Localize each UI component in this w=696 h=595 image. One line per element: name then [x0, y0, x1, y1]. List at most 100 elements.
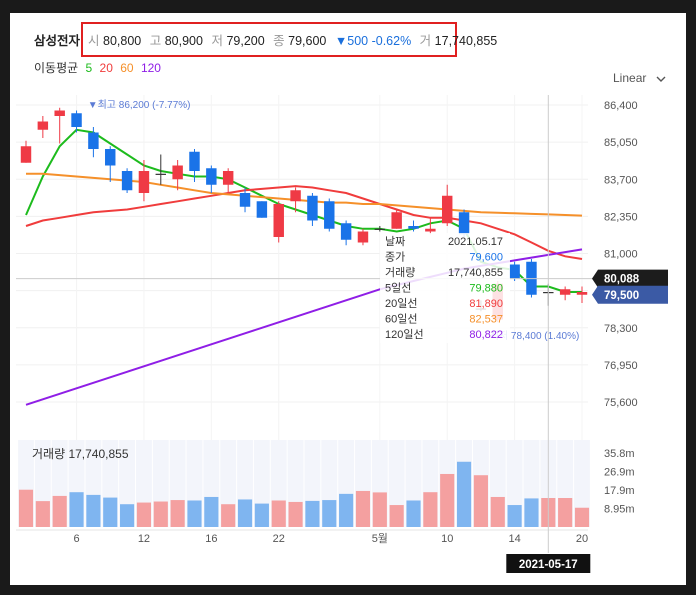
- y-tick-label: 82,350: [604, 211, 638, 223]
- tooltip-bg: [380, 233, 510, 343]
- quote-highlight-box: [81, 22, 457, 57]
- stock-name[interactable]: 삼성전자: [34, 34, 81, 48]
- candle: [441, 184, 453, 226]
- y-tick-label: 85,050: [604, 137, 638, 149]
- x-tick-label: 12: [138, 533, 150, 545]
- volume-column-bg: [574, 440, 590, 527]
- scale-dropdown[interactable]: Linear: [613, 71, 666, 85]
- candle: [222, 168, 234, 193]
- candle-body: [425, 228, 436, 232]
- volume-bar: [18, 489, 34, 527]
- x-tick-label: 10: [441, 533, 453, 545]
- candle: [324, 198, 335, 232]
- candle-body: [172, 165, 183, 180]
- volume-bar: [574, 507, 590, 527]
- candle-body: [290, 190, 301, 202]
- candle-body: [509, 264, 520, 279]
- candle: [374, 226, 386, 232]
- axes: 86,40085,05083,70082,35081,00079,65078,3…: [16, 100, 638, 545]
- volume-bar: [288, 501, 303, 527]
- ma-legend-60[interactable]: 60: [120, 61, 134, 75]
- volume-label: 거: [419, 34, 432, 48]
- tooltip-label: 60일선: [385, 312, 417, 326]
- candle: [172, 160, 183, 191]
- last-price-label: 79,500: [604, 290, 639, 302]
- candle-body: [256, 201, 268, 218]
- volume-bar: [339, 493, 354, 527]
- candle: [37, 116, 49, 138]
- ma-legend-120[interactable]: 120: [140, 61, 161, 75]
- volume-bar: [456, 461, 472, 527]
- volume-bar: [507, 505, 522, 527]
- candle-body: [239, 193, 251, 207]
- volume-bar: [406, 500, 421, 527]
- volume-bar: [490, 496, 505, 527]
- volume-bar: [35, 501, 50, 527]
- candle: [391, 209, 402, 229]
- change-value: ▼500 -0.62%: [334, 34, 412, 48]
- x-tick-label: 6: [73, 533, 79, 545]
- candle: [340, 220, 352, 246]
- candle: [559, 286, 571, 301]
- x-tick-label: 22: [273, 533, 285, 545]
- volume-tick-label: 26.9m: [604, 466, 635, 478]
- tooltip-value: 17,740,855: [448, 267, 503, 279]
- candle-body: [88, 132, 99, 149]
- candle: [206, 165, 217, 193]
- candle-body: [340, 223, 352, 240]
- candle-body: [222, 171, 234, 185]
- ma-legend-20[interactable]: 20: [99, 61, 113, 75]
- candle: [189, 149, 200, 182]
- x-tick-label: 16: [205, 533, 217, 545]
- volume-bar: [170, 500, 185, 527]
- candle: [20, 140, 32, 163]
- volume-bar: [305, 500, 320, 527]
- volume-bar: [524, 498, 539, 527]
- candle: [425, 217, 436, 235]
- tooltip-label: 120일선: [385, 327, 424, 341]
- open-value: 80,800: [103, 34, 142, 48]
- candle-body: [324, 201, 335, 229]
- ma-legend-title[interactable]: 이동평균: [34, 61, 79, 75]
- ma-legend-5[interactable]: 5: [85, 61, 93, 75]
- tooltip-label: 날짜: [385, 235, 405, 248]
- volume-bar: [221, 504, 236, 527]
- volume-bar: [558, 498, 573, 527]
- volume-bar: [389, 505, 404, 527]
- candle: [290, 187, 301, 213]
- y-tick-label: 81,000: [604, 249, 638, 261]
- y-tick-label: 76,950: [604, 360, 638, 372]
- candle: [155, 154, 167, 185]
- volume-tick-label: 35.8m: [604, 448, 635, 460]
- volume-bar: [355, 490, 371, 527]
- crosshair-price-tag: [592, 269, 668, 288]
- data-tooltip: 날짜 2021.05.17 종가 79,600 거래량 17,740,855 5일선 79,8…: [380, 233, 510, 343]
- candle: [105, 146, 116, 182]
- tooltip-label: 종가: [385, 251, 405, 264]
- candle: [408, 220, 419, 232]
- candle: [273, 201, 284, 243]
- volume-bar: [204, 496, 219, 527]
- candle: [458, 209, 470, 237]
- volume-tick-label: 8.95m: [604, 503, 635, 515]
- volume-bar: [120, 504, 135, 527]
- volume-bars: [18, 461, 590, 527]
- min-annotation: 최저 78,400 (1.40%): [490, 330, 580, 342]
- close-label: 종: [273, 34, 285, 48]
- candle-body: [273, 204, 284, 237]
- low-label: 저: [211, 34, 223, 48]
- volume-bar: [271, 500, 286, 527]
- close-value: 79,600: [288, 34, 327, 48]
- candle-body: [37, 121, 49, 130]
- candle-body: [391, 212, 402, 229]
- candle-body: [105, 149, 116, 166]
- ma-legend: 이동평균 5 20 60 120: [34, 59, 165, 76]
- candle-body: [408, 226, 419, 229]
- candle-body: [54, 110, 65, 116]
- max-annotation: ▼최고 86,200 (-7.77%): [88, 99, 191, 111]
- candle: [54, 107, 65, 144]
- x-tick-label: 5월: [372, 532, 388, 545]
- crosshair-date-label: 2021-05-17: [519, 559, 578, 571]
- candle-body: [374, 228, 386, 230]
